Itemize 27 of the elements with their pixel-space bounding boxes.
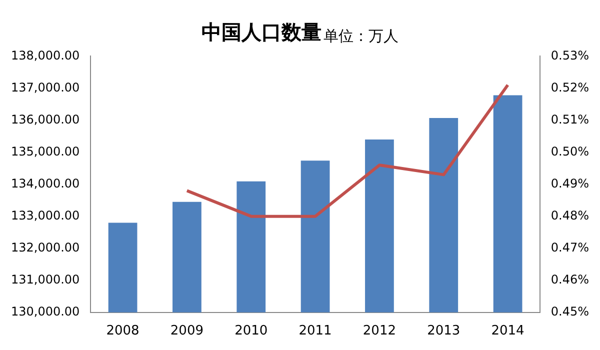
x-tick-label: 2013 bbox=[427, 324, 460, 339]
y2-tick-label: 0.53% bbox=[550, 48, 590, 62]
y-tick-label: 135,000.00 bbox=[10, 144, 80, 158]
chart-title: 中国人口数量 bbox=[202, 19, 322, 46]
y-tick-label: 137,000.00 bbox=[10, 80, 80, 94]
y2-tick-label: 0.51% bbox=[550, 112, 590, 126]
x-tick-label: 2011 bbox=[298, 324, 332, 339]
y2-tick-label: 0.46% bbox=[550, 272, 590, 286]
x-tick-label: 2014 bbox=[491, 324, 524, 339]
y2-tick-label: 0.48% bbox=[550, 208, 590, 222]
y-tick-label: 132,000.00 bbox=[10, 240, 80, 254]
x-tick-label: 2009 bbox=[170, 324, 204, 339]
y2-tick-label: 0.50% bbox=[550, 144, 590, 158]
chart-subtitle: 单位：万人 bbox=[324, 27, 398, 46]
y-tick-label: 138,000.00 bbox=[10, 48, 80, 62]
y-tick-label: 131,000.00 bbox=[10, 272, 80, 286]
x-tick-label: 2008 bbox=[106, 324, 140, 339]
x-tick-label: 2012 bbox=[362, 324, 396, 339]
y-tick-label: 134,000.00 bbox=[10, 176, 80, 190]
y2-tick-label: 0.47% bbox=[550, 240, 590, 254]
y2-tick-label: 0.45% bbox=[550, 304, 590, 319]
y-tick-label: 130,000.00 bbox=[10, 304, 80, 319]
y2-tick-label: 0.49% bbox=[550, 176, 590, 190]
y-tick-label: 133,000.00 bbox=[10, 208, 80, 222]
x-tick-label: 2010 bbox=[234, 324, 268, 339]
y-tick-label: 136,000.00 bbox=[10, 112, 80, 126]
y2-tick-label: 0.52% bbox=[550, 80, 590, 94]
